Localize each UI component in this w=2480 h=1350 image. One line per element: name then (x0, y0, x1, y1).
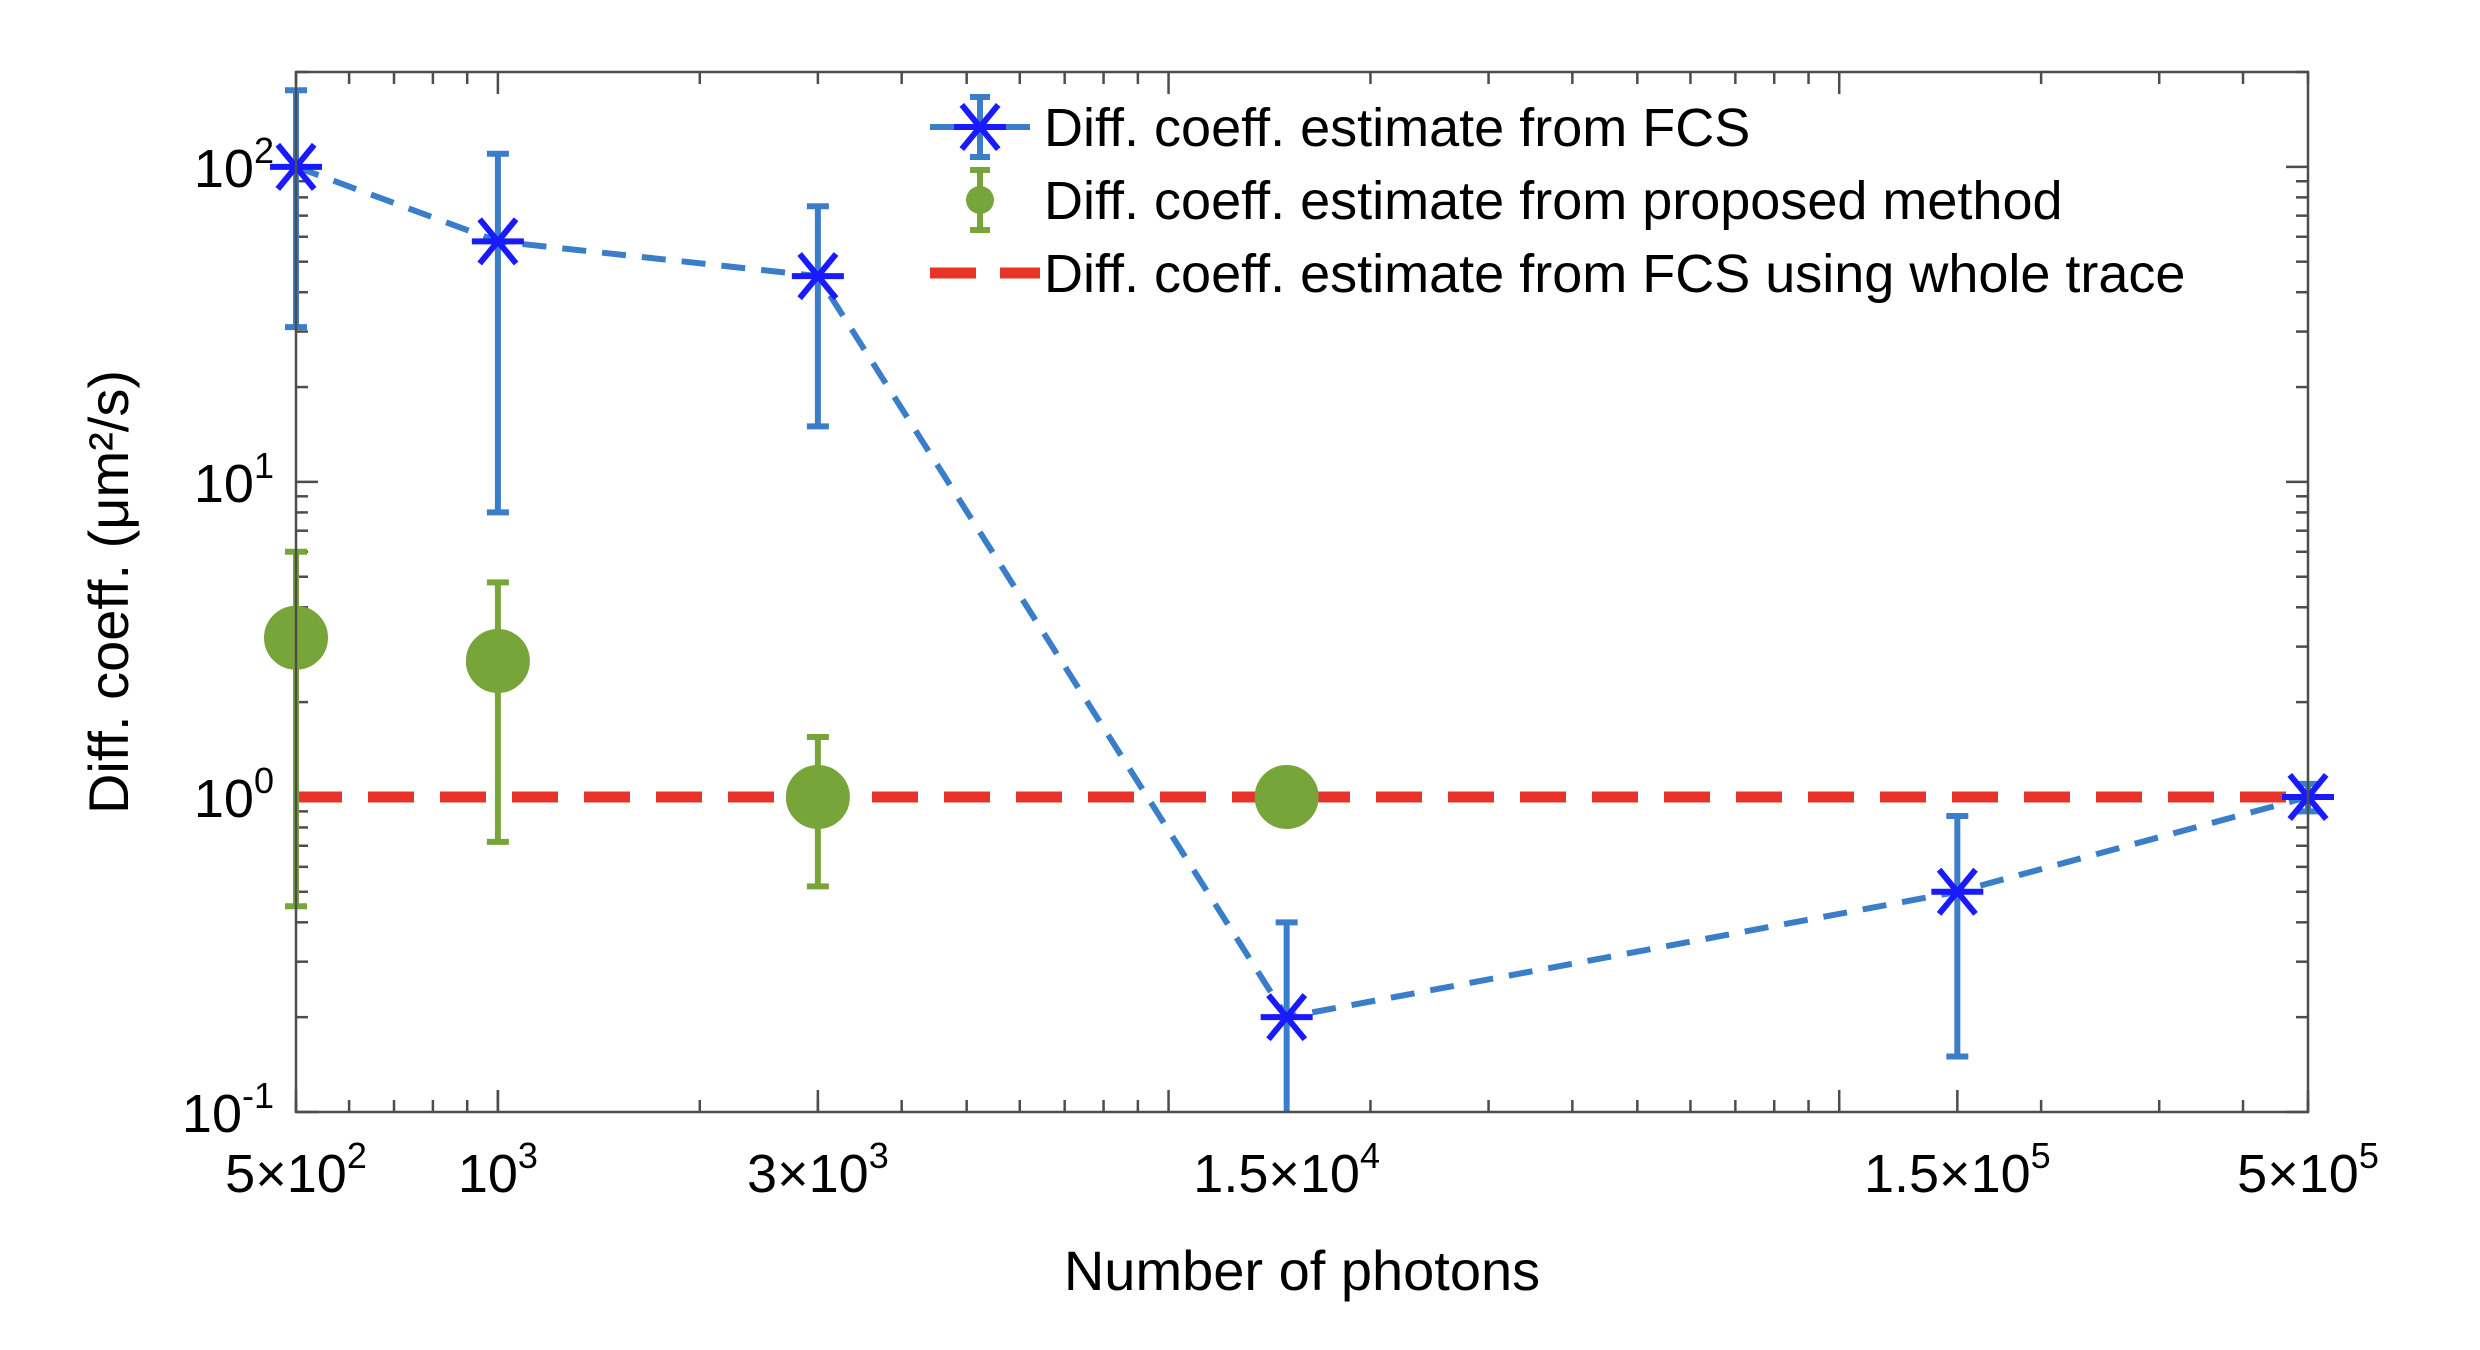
x-tick-label: 3×103 (747, 1135, 889, 1204)
y-tick-label: 101 (194, 445, 274, 514)
legend-fcs-marker (954, 102, 1006, 152)
fcs-point-ray (1266, 993, 1308, 1042)
x-tick-label-base: 10 (2299, 1144, 2359, 1204)
fcs-point (1931, 867, 1984, 916)
proposed-point (785, 764, 850, 829)
proposed-point (1254, 764, 1319, 829)
y-tick-label: 10-1 (182, 1075, 274, 1144)
legend-proposed-marker (966, 186, 994, 214)
y-tick-label: 100 (194, 760, 274, 829)
proposed-errorbar (486, 579, 509, 845)
x-tick-label: 1.5×105 (1864, 1135, 2051, 1204)
y-tick-label-exponent: -1 (242, 1075, 274, 1116)
y-tick-label-exponent: 0 (254, 760, 274, 801)
legend: Diff. coeff. estimate from FCS Diff. coef… (930, 94, 2185, 304)
x-tick-label-exponent: 2 (347, 1135, 367, 1176)
x-tick-label-mantissa: 5× (225, 1144, 287, 1204)
plot-area-frame (294, 70, 2310, 1114)
x-axis-label: Number of photons (1064, 1239, 1540, 1302)
x-tick-label-base: 10 (1971, 1144, 2031, 1204)
y-tick-label-base: 10 (194, 769, 254, 829)
x-tick-label-exponent: 5 (2359, 1135, 2379, 1176)
fcs-errorbar (1946, 813, 1969, 1060)
x-tick-label-base: 10 (287, 1144, 347, 1204)
y-tick-label-exponent: 1 (254, 445, 274, 486)
fcs-point-ray (1936, 867, 1978, 916)
fcs-line (294, 164, 2309, 1021)
x-tick-label-mantissa: 3× (747, 1144, 809, 1204)
x-tick-label-mantissa: 1.5× (1864, 1144, 1971, 1204)
y-tick-label-base: 10 (194, 139, 254, 199)
y-tick-label: 102 (194, 130, 274, 199)
y-axis-label: Diff. coeff. (μm²/s) (77, 370, 140, 814)
x-tick-label-mantissa: 5× (2237, 1144, 2299, 1204)
x-tick-label-exponent: 4 (1360, 1135, 1380, 1176)
x-tick-label: 5×105 (2237, 1135, 2379, 1204)
x-tick-label-base: 10 (809, 1144, 869, 1204)
x-tick-label: 103 (458, 1135, 538, 1204)
fcs-point-ray (797, 252, 839, 301)
legend-label: Diff. coeff. estimate from FCS using who… (1044, 244, 2185, 304)
x-tick-label-mantissa: 1.5× (1193, 1144, 1300, 1204)
x-tick-label: 1.5×104 (1193, 1135, 1380, 1204)
y-tick-label-base: 10 (194, 454, 254, 514)
x-tick-label-base: 10 (1300, 1144, 1360, 1204)
x-tick-label-base: 10 (458, 1144, 518, 1204)
legend-label: Diff. coeff. estimate from proposed meth… (1044, 171, 2063, 231)
proposed-point (465, 629, 530, 694)
x-tick-label-exponent: 3 (869, 1135, 889, 1176)
fcs-point-ray (477, 217, 519, 266)
x-tick-label-exponent: 3 (518, 1135, 538, 1176)
legend-fcs-marker-ray (959, 102, 1001, 152)
fcs-point (1260, 993, 1313, 1042)
fcs-point (791, 252, 844, 301)
x-tick-label-exponent: 5 (2031, 1135, 2051, 1176)
fcs-point (471, 217, 524, 266)
fcs-errorbar (806, 203, 829, 430)
y-tick-label-exponent: 2 (254, 130, 274, 171)
fcs-errorbar (486, 150, 509, 516)
y-tick-label-base: 10 (182, 1084, 242, 1144)
legend-label: Diff. coeff. estimate from FCS (1044, 98, 1750, 158)
x-tick-label: 5×102 (225, 1135, 367, 1204)
